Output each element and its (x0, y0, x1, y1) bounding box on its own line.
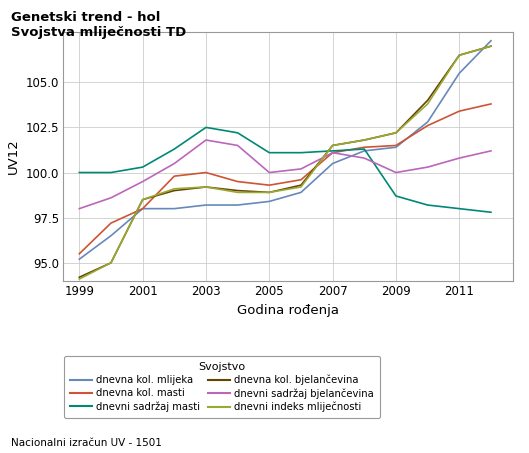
Text: Genetski trend - hol: Genetski trend - hol (11, 11, 160, 24)
X-axis label: Godina rođenja: Godina rođenja (238, 304, 339, 317)
Text: Nacionalni izračun UV - 1501: Nacionalni izračun UV - 1501 (11, 439, 161, 448)
Y-axis label: UV12: UV12 (7, 139, 20, 174)
Text: Svojstva mliječnosti TD: Svojstva mliječnosti TD (11, 26, 186, 39)
Legend: dnevna kol. mlijeka, dnevna kol. masti, dnevni sadržaj masti, dnevna kol. bjelan: dnevna kol. mlijeka, dnevna kol. masti, … (64, 356, 380, 418)
